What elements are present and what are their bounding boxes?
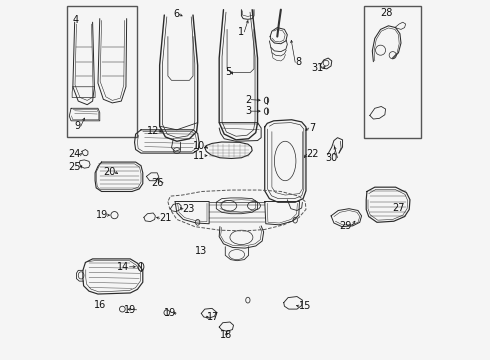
Text: 14: 14 [117, 262, 129, 272]
Text: 29: 29 [340, 221, 352, 230]
Text: 19: 19 [124, 305, 137, 315]
Text: 2: 2 [245, 95, 251, 105]
Text: 30: 30 [325, 153, 338, 163]
Text: 4: 4 [72, 15, 78, 26]
Text: 16: 16 [94, 300, 106, 310]
Text: 9: 9 [74, 121, 81, 131]
Text: 18: 18 [220, 330, 232, 340]
Text: 22: 22 [307, 149, 319, 159]
Text: 1: 1 [238, 27, 245, 37]
Text: 19: 19 [96, 210, 108, 220]
Bar [364, 6, 421, 138]
Text: 21: 21 [160, 213, 172, 223]
Text: 10: 10 [193, 141, 205, 151]
Text: 26: 26 [151, 178, 163, 188]
Text: 17: 17 [207, 312, 220, 322]
Text: 28: 28 [380, 8, 393, 18]
Text: 23: 23 [182, 204, 195, 215]
Text: 13: 13 [195, 246, 207, 256]
Text: 20: 20 [103, 167, 115, 177]
Text: 11: 11 [193, 150, 205, 161]
Text: 8: 8 [295, 57, 301, 67]
Text: 31: 31 [311, 63, 323, 73]
Text: 5: 5 [225, 67, 231, 77]
Text: 12: 12 [147, 126, 159, 135]
Text: 24: 24 [69, 149, 81, 159]
Text: 7: 7 [309, 123, 315, 133]
Text: 19: 19 [164, 309, 176, 318]
Text: 15: 15 [299, 301, 311, 311]
Text: 6: 6 [173, 9, 179, 19]
Text: 3: 3 [245, 106, 251, 116]
Bar [68, 6, 137, 137]
Text: 25: 25 [68, 162, 81, 172]
Text: 27: 27 [392, 203, 405, 213]
